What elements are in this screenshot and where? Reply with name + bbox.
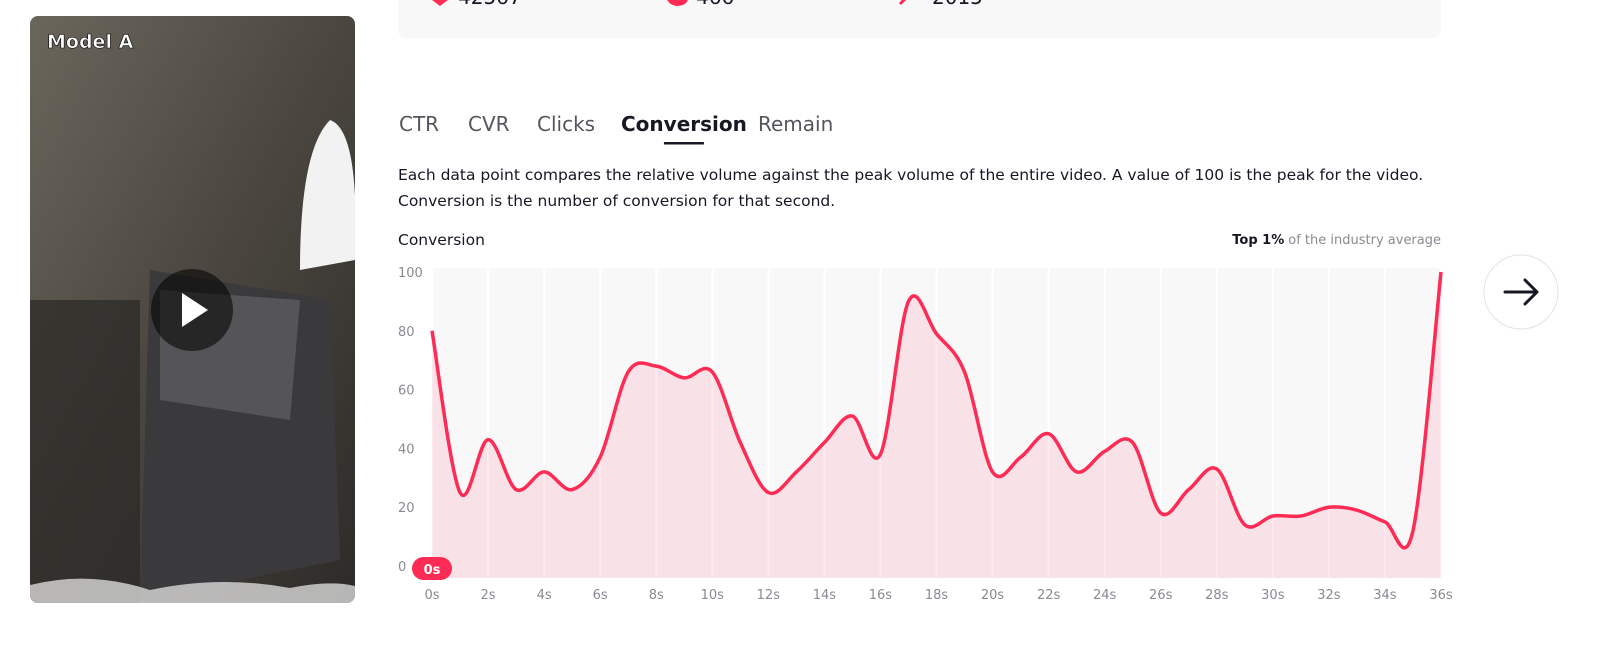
tab[interactable]: Remain xyxy=(758,112,833,136)
tab[interactable]: CTR xyxy=(399,112,439,136)
stat: 2015 xyxy=(932,0,983,9)
note-highlight: Top 1% xyxy=(1232,233,1284,248)
y-tick-label: 100 xyxy=(398,266,423,281)
x-tick-label: 4s xyxy=(537,588,552,603)
like-icon xyxy=(432,0,448,6)
description: Conversion is the number of conversion f… xyxy=(398,192,835,210)
area-fill xyxy=(432,272,1441,578)
video-thumbnail[interactable]: Model A xyxy=(30,16,356,603)
x-tick-label: 2s xyxy=(481,588,496,603)
x-tick-label: 0s xyxy=(424,588,439,603)
stats-card xyxy=(398,0,1441,38)
tab-underline xyxy=(663,142,704,145)
tab[interactable]: Conversion xyxy=(621,112,747,136)
x-tick-label: 36s xyxy=(1429,588,1453,603)
x-tick-label: 18s xyxy=(925,588,949,603)
stat: 42567 xyxy=(458,0,522,9)
y-tick-label: 0 xyxy=(398,560,406,575)
tab[interactable]: Clicks xyxy=(537,112,595,136)
comment-icon xyxy=(667,0,688,6)
tab[interactable]: CVR xyxy=(468,112,510,136)
x-tick-label: 22s xyxy=(1037,588,1061,603)
x-tick-label: 16s xyxy=(869,588,893,603)
x-tick-label: 12s xyxy=(757,588,781,603)
y-tick-label: 60 xyxy=(398,384,415,399)
x-tick-label: 34s xyxy=(1373,588,1397,603)
next-button[interactable] xyxy=(1483,254,1559,330)
x-tick-label: 6s xyxy=(593,588,608,603)
x-tick-label: 10s xyxy=(701,588,725,603)
x-tick-label: 26s xyxy=(1149,588,1173,603)
x-tick-label: 32s xyxy=(1317,588,1341,603)
description: Each data point compares the relative vo… xyxy=(398,166,1423,184)
x-tick-label: 30s xyxy=(1261,588,1285,603)
cursor-label: 0s xyxy=(424,563,441,578)
y-tick-label: 80 xyxy=(398,325,415,340)
stat: 466 xyxy=(696,0,734,9)
y-tick-label: 20 xyxy=(398,501,415,516)
chart-title: Conversion xyxy=(398,231,485,249)
chart-note: Top 1% of the industry average xyxy=(1232,233,1441,248)
x-tick-label: 8s xyxy=(649,588,664,603)
y-tick-label: 40 xyxy=(398,442,415,457)
line xyxy=(430,271,1443,550)
x-tick-label: 14s xyxy=(813,588,837,603)
x-tick-label: 24s xyxy=(1093,588,1117,603)
video-label: Model A xyxy=(47,31,134,53)
note-text: of the industry average xyxy=(1288,233,1441,248)
x-tick-label: 20s xyxy=(981,588,1005,603)
x-tick-label: 28s xyxy=(1205,588,1229,603)
share-icon xyxy=(898,0,907,6)
cursor-badge xyxy=(412,557,452,580)
